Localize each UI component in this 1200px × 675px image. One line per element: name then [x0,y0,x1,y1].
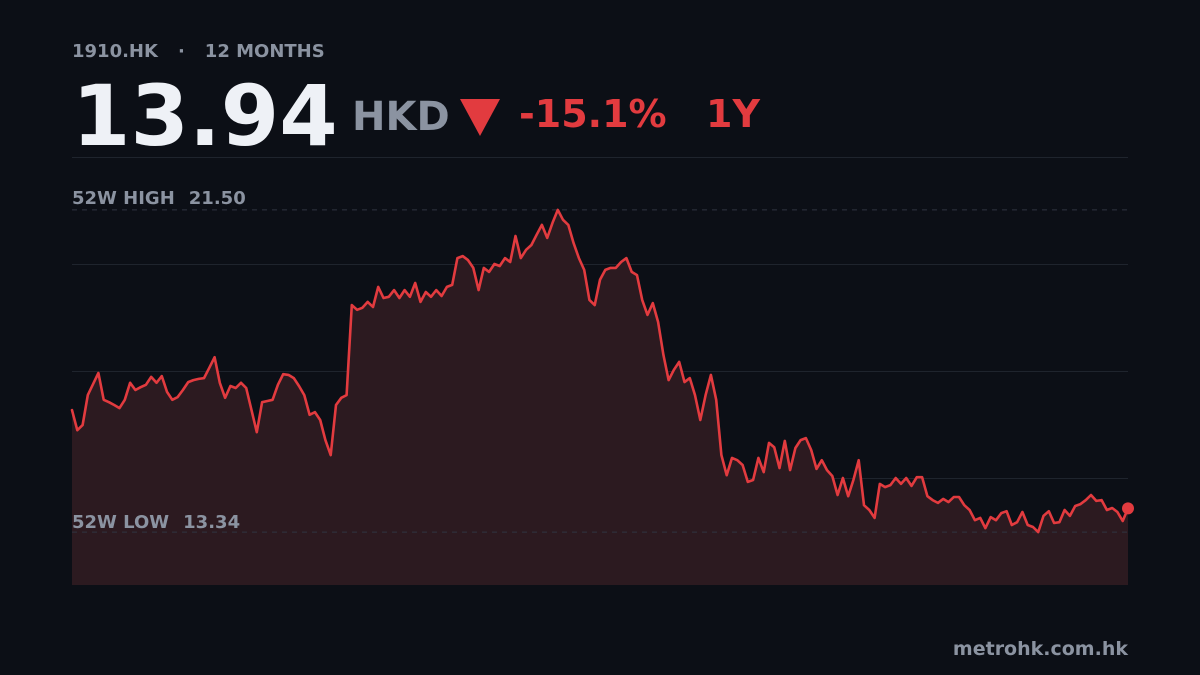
high-label: 52W HIGH 21.50 [72,188,246,209]
low-title: 52W LOW [72,512,169,533]
plot [70,208,1134,585]
change: -15.1% [519,92,667,136]
last-price-dot [1122,502,1134,515]
low-value: 13.34 [183,512,240,533]
source: metrohk.com.hk [953,638,1128,660]
high-value: 21.50 [189,188,246,209]
range: 1Y [706,92,760,136]
price: 13.94 [72,67,338,165]
period: 12 MONTHS [205,41,325,62]
low-label: 52W LOW 13.34 [72,512,240,533]
header-meta: 1910.HK · 12 MONTHS [72,41,325,62]
currency: HKD [352,94,450,140]
ticker: 1910.HK [72,41,159,62]
high-title: 52W HIGH [72,188,175,209]
separator: · [178,41,185,62]
price-line [70,208,1130,534]
area-fill [72,209,1128,585]
down-arrow-icon [460,99,500,136]
